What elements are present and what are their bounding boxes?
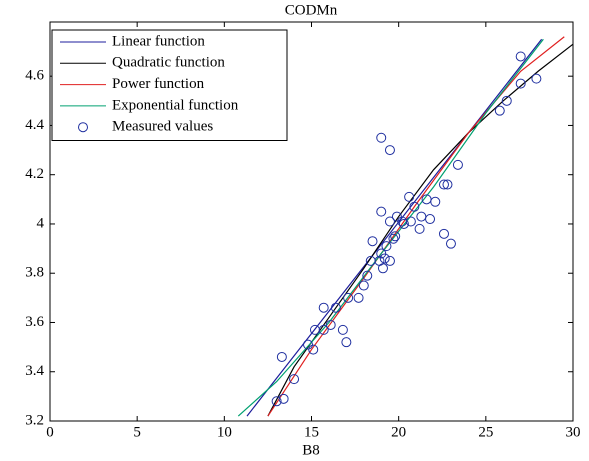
fit-line [237, 38, 544, 417]
measured-point [445, 238, 456, 249]
y-tick-label: 3.8 [25, 265, 44, 281]
measured-point [515, 51, 526, 62]
measured-point [367, 236, 378, 247]
legend-label: Power function [112, 76, 205, 92]
measured-point [271, 396, 282, 407]
chart-title: CODMn [285, 2, 338, 18]
measured-point [442, 179, 453, 190]
fit-line [246, 38, 543, 417]
measured-point [501, 95, 512, 106]
legend-marker [78, 122, 88, 133]
x-tick-label: 25 [478, 424, 493, 440]
x-tick-label: 30 [566, 424, 581, 440]
legend-label: Measured values [112, 119, 213, 135]
measured-point [276, 351, 287, 362]
x-tick-label: 10 [217, 424, 232, 440]
measured-point [318, 302, 329, 313]
measured-point [531, 73, 542, 84]
measured-point [358, 280, 369, 291]
y-tick-label: 4.4 [25, 117, 44, 133]
legend-label: Quadratic function [112, 55, 225, 71]
legend-label: Exponential function [112, 97, 239, 113]
measured-point [308, 344, 319, 355]
measured-point [438, 179, 449, 190]
measured-point [278, 393, 289, 404]
measured-point [318, 324, 329, 335]
x-tick-label: 0 [46, 424, 54, 440]
measured-point [381, 241, 392, 252]
measured-point [289, 374, 300, 385]
y-tick-label: 3.4 [25, 363, 44, 379]
y-tick-label: 4 [37, 215, 45, 231]
measured-point [377, 263, 388, 274]
measured-point [384, 145, 395, 156]
y-tick-label: 4.2 [25, 166, 44, 182]
measured-point [388, 233, 399, 244]
measured-point [416, 211, 427, 222]
y-tick-label: 3.6 [25, 314, 44, 330]
measured-point [384, 255, 395, 266]
measured-point [515, 78, 526, 89]
y-tick-label: 3.2 [25, 412, 44, 428]
x-tick-label: 5 [133, 424, 141, 440]
legend-box [51, 29, 288, 141]
x-axis-label: B8 [302, 442, 320, 458]
measured-point [376, 206, 387, 217]
measured-point [343, 292, 354, 303]
measured-point [409, 201, 420, 212]
measured-point [425, 214, 436, 225]
fit-line [267, 36, 565, 417]
measured-point [376, 248, 387, 259]
measured-point [379, 253, 390, 264]
measured-point [390, 231, 401, 242]
measured-point [404, 191, 415, 202]
legend-label: Linear function [112, 33, 205, 49]
measured-point [341, 337, 352, 348]
measured-point [494, 105, 505, 116]
measured-point [384, 216, 395, 227]
measured-point [414, 223, 425, 234]
fit-line [267, 43, 574, 417]
measured-point [376, 132, 387, 143]
measured-point [430, 196, 441, 207]
measured-point [362, 270, 373, 281]
x-tick-label: 20 [391, 424, 406, 440]
measured-point [337, 324, 348, 335]
x-tick-label: 15 [304, 424, 319, 440]
measured-point [398, 218, 409, 229]
measured-point [325, 319, 336, 330]
measured-point [405, 216, 416, 227]
y-tick-label: 4.6 [25, 68, 44, 84]
measured-point [438, 228, 449, 239]
measured-point [330, 302, 341, 313]
measured-point [353, 292, 364, 303]
measured-point [452, 159, 463, 170]
